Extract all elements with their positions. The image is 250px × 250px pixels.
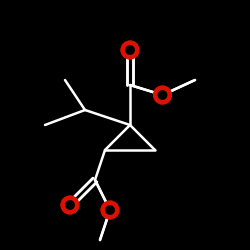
Circle shape xyxy=(120,40,140,60)
Circle shape xyxy=(158,90,168,100)
Circle shape xyxy=(100,200,119,220)
Circle shape xyxy=(153,86,172,104)
Circle shape xyxy=(60,196,80,214)
Circle shape xyxy=(120,40,140,60)
Circle shape xyxy=(125,45,135,55)
Circle shape xyxy=(60,196,80,214)
Circle shape xyxy=(125,45,135,55)
Circle shape xyxy=(153,86,172,104)
Circle shape xyxy=(100,200,119,220)
Circle shape xyxy=(105,205,115,215)
Circle shape xyxy=(158,90,168,100)
Circle shape xyxy=(65,200,75,210)
Circle shape xyxy=(65,200,75,210)
Circle shape xyxy=(105,205,115,215)
